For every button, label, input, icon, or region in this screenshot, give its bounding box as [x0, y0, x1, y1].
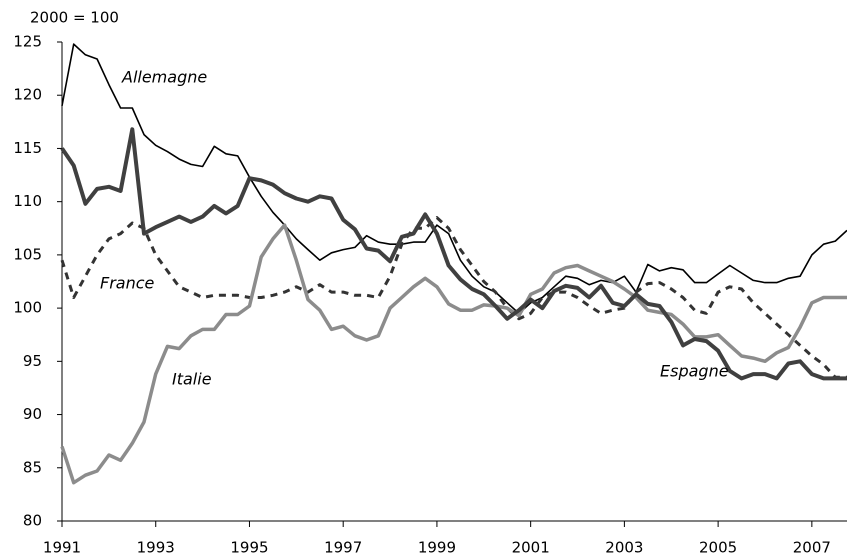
series-label: Allemagne — [121, 68, 207, 87]
y-tick-label: 85 — [23, 458, 42, 476]
y-tick-label: 90 — [23, 405, 42, 423]
x-tick-label: 1995 — [230, 539, 268, 557]
series-label: Italie — [172, 370, 212, 389]
chart-subtitle: 2000 = 100 — [30, 9, 119, 27]
x-tick-label: 1997 — [324, 539, 362, 557]
x-tick-label: 2001 — [512, 539, 550, 557]
x-tick-label: 1993 — [137, 539, 175, 557]
x-tick-label: 2005 — [699, 539, 737, 557]
y-tick-label: 105 — [13, 245, 42, 263]
y-tick-label: 125 — [13, 33, 42, 51]
y-tick-label: 115 — [13, 139, 42, 157]
series-label: Espagne — [660, 362, 729, 381]
series-line — [60, 216, 847, 379]
x-tick-label: 1991 — [43, 539, 81, 557]
x-tick-label: 1999 — [418, 539, 456, 557]
series-line — [60, 223, 847, 485]
y-tick-label: 95 — [23, 352, 42, 370]
y-tick-label: 100 — [13, 299, 42, 317]
series-line — [61, 43, 847, 315]
y-tick-label: 80 — [23, 512, 42, 530]
x-tick-label: 2007 — [793, 539, 831, 557]
x-tick-label: 2003 — [605, 539, 643, 557]
series-line — [60, 127, 847, 381]
series-label: France — [100, 274, 155, 293]
y-tick-label: 120 — [13, 86, 42, 104]
y-tick-label: 110 — [13, 192, 42, 210]
